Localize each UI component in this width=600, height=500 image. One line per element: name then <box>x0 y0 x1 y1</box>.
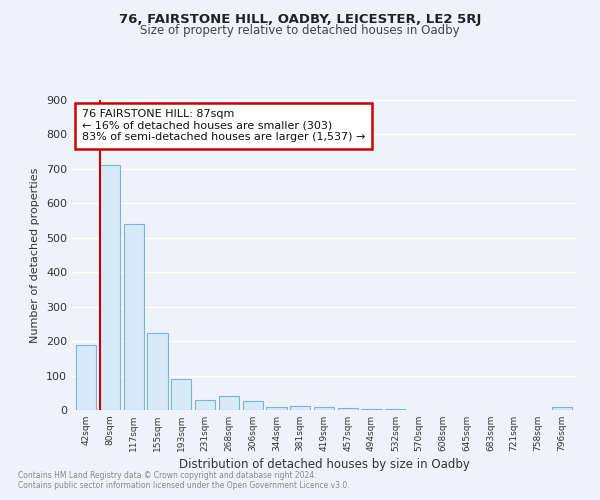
Text: 76, FAIRSTONE HILL, OADBY, LEICESTER, LE2 5RJ: 76, FAIRSTONE HILL, OADBY, LEICESTER, LE… <box>119 12 481 26</box>
Text: Contains HM Land Registry data © Crown copyright and database right 2024.: Contains HM Land Registry data © Crown c… <box>18 471 317 480</box>
Bar <box>195 400 215 410</box>
Bar <box>361 408 382 410</box>
Bar <box>314 406 334 410</box>
Y-axis label: Number of detached properties: Number of detached properties <box>31 168 40 342</box>
Bar <box>124 224 144 410</box>
Bar <box>242 402 263 410</box>
X-axis label: Distribution of detached houses by size in Oadby: Distribution of detached houses by size … <box>179 458 469 471</box>
Bar <box>385 409 406 410</box>
Bar <box>219 396 239 410</box>
Bar <box>76 344 97 410</box>
Bar <box>100 166 120 410</box>
Bar <box>551 407 572 410</box>
Bar <box>266 406 287 410</box>
Bar <box>171 379 191 410</box>
Bar <box>338 408 358 410</box>
Text: Contains public sector information licensed under the Open Government Licence v3: Contains public sector information licen… <box>18 481 350 490</box>
Text: 76 FAIRSTONE HILL: 87sqm
← 16% of detached houses are smaller (303)
83% of semi-: 76 FAIRSTONE HILL: 87sqm ← 16% of detach… <box>82 110 365 142</box>
Text: Size of property relative to detached houses in Oadby: Size of property relative to detached ho… <box>140 24 460 37</box>
Bar <box>290 406 310 410</box>
Bar <box>148 332 167 410</box>
